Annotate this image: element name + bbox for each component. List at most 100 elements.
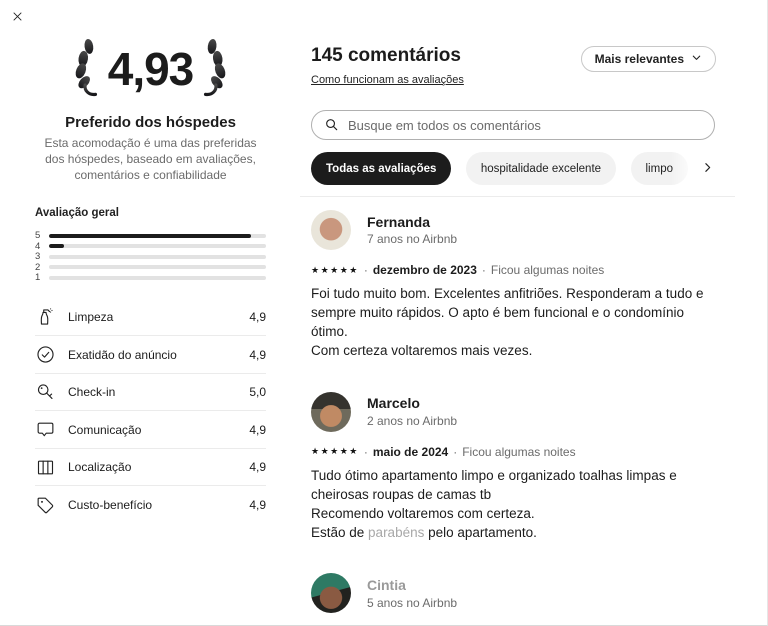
category-row-comunicacao: Comunicação 4,9: [35, 411, 266, 449]
reviewer-name: Fernanda: [367, 213, 431, 230]
reviews-count-title: 145 comentários: [311, 45, 461, 66]
category-label: Limpeza: [68, 310, 114, 325]
check-circle-icon: [35, 344, 56, 365]
bar-label: 2: [35, 261, 41, 273]
category-value: 4,9: [249, 460, 266, 475]
spray-bottle-icon: [35, 307, 56, 328]
rating-bar-row: 1: [35, 272, 266, 283]
review-stay-length: Ficou algumas noites: [462, 444, 576, 459]
bar-track: [49, 254, 266, 259]
chevron-down-icon: [691, 52, 702, 66]
reviewer-header: Cintia 5 anos no Airbnb: [311, 573, 716, 614]
filter-chip-hospitalidade[interactable]: hospitalidade excelente: [465, 152, 617, 185]
separator-dot: ·: [363, 444, 368, 459]
separator-dot: ·: [481, 263, 486, 277]
search-bar: [311, 110, 715, 140]
category-value: 4,9: [249, 310, 266, 325]
review-meta: ★★★★★ · dezembro de 2023 · Ficou algumas…: [311, 263, 716, 277]
chevron-right-icon: [701, 162, 714, 177]
category-label: Exatidão do anúncio: [68, 347, 177, 362]
category-row-checkin: Check-in 5,0: [35, 374, 266, 412]
avatar[interactable]: [311, 391, 351, 432]
category-value: 4,9: [249, 347, 266, 362]
reviewer-tenure: 5 anos no Airbnb: [367, 595, 458, 610]
review-date: dezembro de 2023: [372, 263, 477, 277]
review-text-line: Recomendo voltaremos com certeza.: [311, 505, 535, 521]
chips-scroll-next-button[interactable]: [698, 160, 716, 178]
filter-chip-all[interactable]: Todas as avaliações: [311, 152, 452, 185]
bar-label: 1: [35, 272, 41, 284]
overall-rating-heading: Avaliação geral: [35, 207, 119, 220]
guest-favorite-description: Esta acomodação é uma das preferidas dos…: [44, 136, 257, 182]
bar-fill: [49, 233, 251, 238]
review-item: Cintia 5 anos no Airbnb ★★★★★ · maio de …: [311, 573, 716, 625]
bar-label: 5: [35, 230, 41, 242]
rating-bar-row: 2: [35, 262, 266, 273]
avatar[interactable]: [311, 210, 351, 250]
rating-bar-row: 3: [35, 251, 266, 262]
reviews-list: Fernanda 7 anos no Airbnb ★★★★★ · dezemb…: [311, 210, 716, 625]
bar-track: [49, 265, 266, 270]
review-text-line: Tudo ótimo apartamento limpo e organizad…: [311, 467, 677, 502]
how-reviews-work-link[interactable]: Como funcionam as avaliações: [311, 74, 464, 86]
avatar[interactable]: [311, 573, 351, 614]
divider: [300, 196, 735, 197]
review-text-muted-segment: parabéns: [368, 525, 425, 541]
sort-label: Mais relevantes: [594, 52, 684, 66]
category-ratings: Limpeza 4,9 Exatidão do anúncio 4,9 Chec…: [35, 299, 266, 524]
bar-track: [49, 244, 266, 249]
category-value: 4,9: [249, 422, 266, 437]
tag-icon: [35, 495, 56, 516]
review-text-line: Foi tudo muito bom. Excelentes anfitriõe…: [311, 286, 704, 340]
review-text: Foi tudo muito bom. Excelentes anfitriõe…: [311, 284, 713, 361]
category-row-exatidao: Exatidão do anúncio 4,9: [35, 336, 266, 374]
category-row-custo: Custo-benefício 4,9: [35, 486, 266, 524]
rating-distribution: 5 4 3 2 1: [35, 230, 266, 283]
reviewer-header: Fernanda 7 anos no Airbnb: [311, 210, 716, 250]
review-item: Marcelo 2 anos no Airbnb ★★★★★ · maio de…: [311, 391, 716, 543]
category-label: Comunicação: [68, 422, 142, 437]
reviewer-name: Marcelo: [367, 395, 420, 412]
bar-label: 3: [35, 251, 41, 263]
close-icon: [11, 10, 24, 26]
rating-summary-panel: 4,93 Preferido dos hóspedes Esta acomoda…: [35, 38, 266, 524]
overall-rating-value: 4,93: [107, 43, 195, 95]
category-value: 5,0: [249, 385, 266, 400]
bar-fill: [49, 244, 65, 249]
reviewer-name: Cintia: [367, 577, 406, 593]
reviewer-tenure: 2 anos no Airbnb: [367, 413, 458, 428]
bar-track: [49, 233, 266, 238]
category-label: Check-in: [68, 385, 116, 400]
separator-dot: ·: [453, 444, 458, 459]
key-icon: [35, 382, 56, 403]
bar-label: 4: [35, 240, 41, 252]
review-item: Fernanda 7 anos no Airbnb ★★★★★ · dezemb…: [311, 210, 716, 361]
reviews-header: 145 comentários Como funcionam as avalia…: [311, 45, 716, 88]
rating-bar-row: 4: [35, 241, 266, 252]
review-text-line: Estão de parabéns pelo apartamento.: [311, 523, 713, 542]
review-meta: ★★★★★ · maio de 2024 · Ficou algumas noi…: [311, 445, 716, 459]
star-rating-icons: ★★★★★: [311, 264, 359, 275]
category-label: Custo-benefício: [68, 498, 153, 513]
category-row-limpeza: Limpeza 4,9: [35, 299, 266, 337]
sort-dropdown-button[interactable]: Mais relevantes: [580, 46, 716, 72]
review-text-line: Com certeza voltaremos mais vezes.: [311, 343, 533, 359]
reviewer-header: Marcelo 2 anos no Airbnb: [311, 391, 716, 432]
search-input[interactable]: [311, 110, 715, 140]
rating-bar-row: 5: [35, 230, 266, 241]
laurel-left-icon: [70, 38, 104, 100]
separator-dot: ·: [363, 263, 368, 277]
review-date: maio de 2024: [372, 444, 449, 459]
bar-track: [49, 275, 266, 280]
filter-chip-limpo[interactable]: limpo: [630, 152, 688, 185]
laurel-right-icon: [197, 38, 231, 100]
map-icon: [35, 457, 56, 478]
reviews-panel: 145 comentários Como funcionam as avalia…: [300, 0, 735, 625]
guest-favorite-title: Preferido dos hóspedes: [65, 114, 236, 131]
star-rating-icons: ★★★★★: [311, 446, 359, 457]
review-text-segment: pelo apartamento.: [424, 525, 537, 541]
category-value: 4,9: [249, 498, 266, 513]
filter-chips: Todas as avaliações hospitalidade excele…: [311, 152, 716, 186]
review-text-segment: Estão de: [311, 525, 369, 541]
close-button[interactable]: [6, 7, 28, 29]
